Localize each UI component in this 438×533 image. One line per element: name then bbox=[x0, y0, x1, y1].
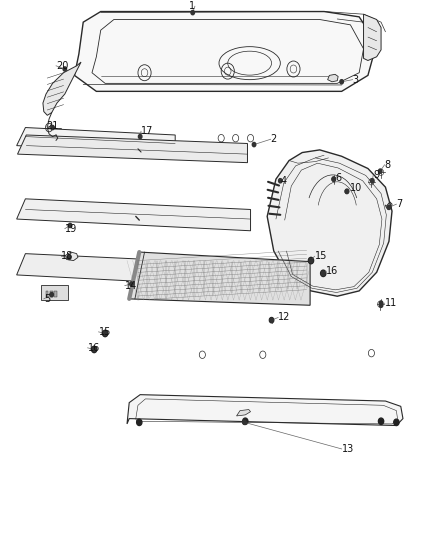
Circle shape bbox=[243, 420, 246, 424]
Circle shape bbox=[340, 79, 343, 84]
Circle shape bbox=[321, 270, 326, 277]
Text: 11: 11 bbox=[385, 298, 397, 308]
Circle shape bbox=[191, 11, 194, 15]
Text: 20: 20 bbox=[56, 61, 68, 71]
Text: 8: 8 bbox=[385, 160, 391, 170]
Circle shape bbox=[63, 67, 67, 71]
Circle shape bbox=[379, 301, 383, 305]
Text: 19: 19 bbox=[65, 224, 77, 233]
Circle shape bbox=[102, 330, 108, 337]
Circle shape bbox=[309, 259, 313, 263]
Text: 21: 21 bbox=[46, 121, 58, 131]
Polygon shape bbox=[74, 12, 377, 91]
Circle shape bbox=[308, 257, 314, 264]
Circle shape bbox=[270, 318, 273, 322]
FancyBboxPatch shape bbox=[46, 292, 48, 297]
Polygon shape bbox=[129, 252, 310, 305]
Polygon shape bbox=[66, 252, 78, 261]
Circle shape bbox=[50, 293, 53, 297]
Circle shape bbox=[68, 223, 72, 228]
Text: 16: 16 bbox=[88, 343, 100, 353]
Text: 14: 14 bbox=[125, 280, 137, 290]
Polygon shape bbox=[237, 409, 251, 416]
Polygon shape bbox=[17, 199, 251, 231]
Circle shape bbox=[332, 177, 336, 181]
Text: 1: 1 bbox=[189, 1, 195, 11]
Circle shape bbox=[92, 346, 97, 353]
Text: 15: 15 bbox=[99, 327, 111, 337]
Polygon shape bbox=[17, 254, 251, 287]
Circle shape bbox=[345, 189, 349, 193]
Circle shape bbox=[269, 318, 274, 323]
Polygon shape bbox=[18, 135, 247, 163]
FancyBboxPatch shape bbox=[50, 292, 53, 297]
Text: 4: 4 bbox=[280, 176, 286, 185]
Circle shape bbox=[252, 142, 256, 147]
Polygon shape bbox=[267, 150, 392, 296]
Circle shape bbox=[345, 189, 349, 193]
Circle shape bbox=[387, 205, 391, 209]
Text: 5: 5 bbox=[44, 294, 50, 304]
Text: 12: 12 bbox=[278, 312, 290, 322]
Circle shape bbox=[279, 179, 282, 183]
Circle shape bbox=[130, 282, 133, 286]
Text: 3: 3 bbox=[353, 75, 359, 85]
Circle shape bbox=[67, 255, 71, 260]
FancyBboxPatch shape bbox=[54, 292, 57, 297]
Circle shape bbox=[378, 418, 384, 424]
Circle shape bbox=[321, 271, 325, 276]
Circle shape bbox=[379, 303, 383, 308]
FancyBboxPatch shape bbox=[41, 285, 68, 300]
Text: 10: 10 bbox=[350, 183, 362, 193]
Polygon shape bbox=[364, 14, 381, 60]
Text: 13: 13 bbox=[342, 444, 354, 454]
Circle shape bbox=[243, 418, 248, 424]
Text: 7: 7 bbox=[396, 199, 403, 209]
Text: 2: 2 bbox=[271, 134, 277, 144]
Text: 16: 16 bbox=[326, 266, 339, 276]
Circle shape bbox=[394, 419, 399, 425]
Text: 9: 9 bbox=[373, 171, 379, 181]
Text: 15: 15 bbox=[314, 251, 327, 261]
Polygon shape bbox=[43, 62, 81, 115]
Polygon shape bbox=[328, 74, 338, 82]
Circle shape bbox=[332, 177, 336, 181]
Circle shape bbox=[137, 419, 142, 425]
Polygon shape bbox=[17, 127, 175, 153]
Text: 6: 6 bbox=[335, 173, 341, 183]
Text: 17: 17 bbox=[141, 126, 153, 136]
Circle shape bbox=[378, 169, 382, 173]
Circle shape bbox=[103, 332, 107, 336]
Circle shape bbox=[92, 348, 96, 352]
Text: 18: 18 bbox=[61, 251, 74, 261]
Polygon shape bbox=[127, 394, 403, 425]
Circle shape bbox=[138, 134, 142, 139]
Circle shape bbox=[371, 179, 374, 183]
Circle shape bbox=[51, 125, 54, 130]
